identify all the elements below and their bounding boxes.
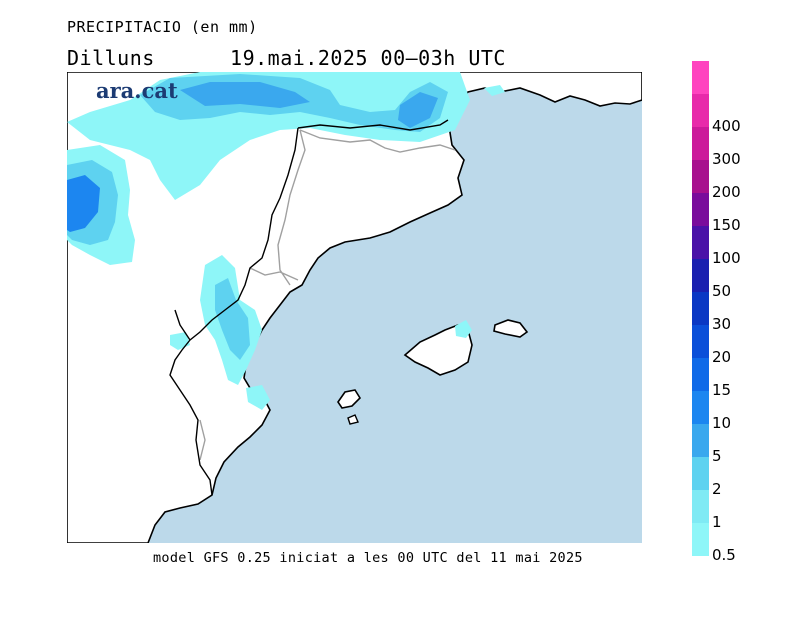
legend-label: 1 <box>712 513 722 531</box>
menorca-island <box>493 319 529 338</box>
legend-swatch <box>692 193 709 226</box>
mainland <box>67 72 642 543</box>
ara-cat-logo: ara.cat <box>96 78 178 103</box>
regional-border <box>199 129 456 461</box>
legend-swatch <box>692 391 709 424</box>
legend-label: 2 <box>712 480 722 498</box>
legend-swatch <box>692 160 709 193</box>
legend-label: 200 <box>712 183 741 201</box>
legend-label: 15 <box>712 381 732 399</box>
legend-label: 20 <box>712 348 732 366</box>
map-subtitle: Dilluns 19.mai.2025 00–03h UTC <box>67 46 506 70</box>
legend-label: 300 <box>712 150 741 168</box>
legend-label: 400 <box>712 117 741 135</box>
legend-label: 10 <box>712 414 732 432</box>
legend-label: 5 <box>712 447 722 465</box>
legend-swatch <box>692 259 709 292</box>
precipitation-fields <box>67 72 505 410</box>
ibiza-island <box>337 389 362 409</box>
legend-swatch <box>692 523 709 556</box>
precip-interior-mid <box>215 278 250 360</box>
legend-label: 100 <box>712 249 741 267</box>
mallorca-precip <box>455 320 472 338</box>
map-title: PRECIPITACIO (en mm) <box>67 18 258 36</box>
datetime-label: 19.mai.2025 00–03h UTC <box>230 46 506 70</box>
formentera-island <box>347 414 359 425</box>
precip-north-heavy <box>180 82 438 128</box>
precip-west-heavy <box>67 175 100 232</box>
legend-swatch <box>692 61 709 94</box>
precip-east-corner <box>484 85 505 96</box>
legend-label: 30 <box>712 315 732 333</box>
precip-coast-small <box>246 385 270 410</box>
legend-swatch <box>692 490 709 523</box>
legend-swatch <box>692 226 709 259</box>
legend-swatch <box>692 127 709 160</box>
day-label: Dilluns <box>67 46 155 70</box>
precipitation-legend: 0.5 1 2 5 10 15 20 30 50 100 150 200 300 400 <box>692 61 782 564</box>
legend-swatch <box>692 358 709 391</box>
legend-swatch <box>692 325 709 358</box>
legend-label: 150 <box>712 216 741 234</box>
legend-swatch <box>692 424 709 457</box>
legend-label: 50 <box>712 282 732 300</box>
model-footer: model GFS 0.25 iniciat a les 00 UTC del … <box>153 550 583 566</box>
national-border <box>169 119 449 496</box>
legend-swatch <box>692 457 709 490</box>
legend-swatch <box>692 94 709 127</box>
legend-swatch <box>692 292 709 325</box>
legend-label: 0.5 <box>712 546 736 564</box>
mallorca-island <box>403 324 473 376</box>
